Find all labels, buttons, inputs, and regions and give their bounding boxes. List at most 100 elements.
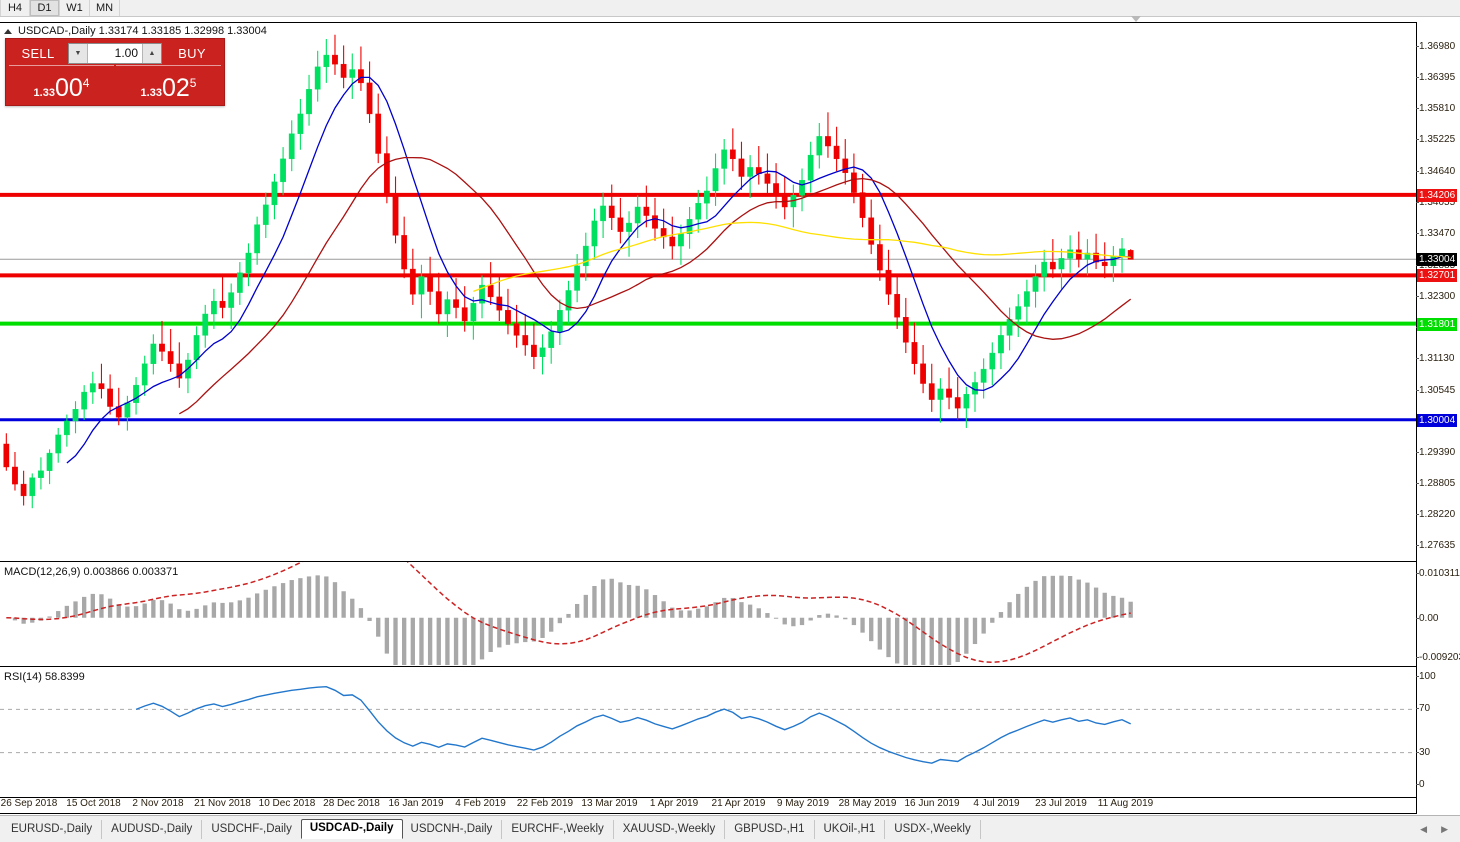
chart-tab[interactable]: XAUUSD-,Weekly — [614, 819, 726, 839]
price-badge: 1.34206 — [1417, 188, 1458, 202]
sell-price-sup: 4 — [82, 76, 90, 90]
price-tick: 1.30545 — [1415, 384, 1456, 396]
buy-price-big: 02 — [161, 74, 190, 102]
date-label: 4 Jul 2019 — [973, 798, 1020, 809]
macd-tick: 0.00 — [1415, 613, 1439, 624]
ma-mid — [178, 156, 1132, 415]
date-label: 16 Jun 2019 — [904, 798, 960, 809]
timeframe-w1[interactable]: W1 — [60, 0, 90, 16]
macd-signal-line — [6, 562, 1131, 664]
collapse-triangle-icon[interactable] — [4, 28, 12, 34]
buy-price-prefix: 1.33 — [140, 87, 162, 99]
price-tick: 1.36980 — [1415, 40, 1456, 52]
sell-price-button[interactable]: 1.33 00 4 — [9, 65, 114, 102]
rsi-line — [135, 685, 1132, 764]
chart-tab-bar[interactable]: EURUSD-,Daily AUDUSD-,Daily USDCHF-,Daily U… — [0, 815, 1460, 842]
tab-scroll-right-icon[interactable]: ▶ — [1441, 823, 1448, 834]
sell-button-label[interactable]: SELL — [21, 45, 55, 61]
date-label: 21 Apr 2019 — [711, 798, 766, 809]
symbol-header: USDCAD-,Daily 1.33174 1.33185 1.32998 1.… — [4, 25, 267, 37]
date-label: 9 May 2019 — [776, 798, 830, 809]
price-tick: 1.34640 — [1415, 165, 1456, 177]
rsi-tick: 100 — [1416, 671, 1436, 682]
timeframe-d1[interactable]: D1 — [30, 0, 60, 16]
timeframe-h4-label: H4 — [7, 2, 23, 14]
price-tick: 1.32300 — [1415, 290, 1456, 302]
timeframe-toolbar: H4 D1 W1 MN — [0, 0, 1460, 17]
ma-slow — [473, 221, 1131, 293]
price-tick: 1.27635 — [1415, 540, 1456, 552]
timeframe-h4[interactable]: H4 — [0, 0, 30, 16]
chart-tab[interactable]: AUDUSD-,Daily — [102, 819, 203, 839]
price-badge: 1.30004 — [1417, 413, 1458, 427]
price-chart-pane[interactable] — [0, 23, 1416, 561]
chart-tab-active[interactable]: USDCAD-,Daily — [300, 819, 403, 839]
rsi-label: RSI(14) 58.8399 — [4, 671, 85, 683]
date-label: 2 Nov 2018 — [132, 798, 184, 809]
chart-tab[interactable]: USDX-,Weekly — [885, 819, 981, 839]
octp-top-row: SELL ▼ 1.00 ▲ BUY — [6, 39, 224, 65]
price-tick: 1.28805 — [1415, 477, 1456, 489]
date-label: 21 Nov 2018 — [194, 798, 251, 809]
octp-price-row: 1.33 00 4 1.33 02 5 — [6, 65, 224, 105]
date-label: 23 Jul 2019 — [1035, 798, 1087, 809]
price-tick: 1.31130 — [1415, 353, 1455, 365]
date-label: 26 Sep 2018 — [0, 798, 58, 809]
pane-separator-rsi — [0, 666, 1416, 667]
toolbar-empty-area — [120, 0, 1460, 16]
price-badge: 1.32701 — [1417, 269, 1458, 283]
timeframe-w1-label: W1 — [66, 2, 83, 14]
price-tick: 1.34055 — [1415, 196, 1456, 208]
symbol-header-text: USDCAD-,Daily 1.33174 1.33185 1.32998 1.… — [18, 25, 267, 37]
date-label: 10 Dec 2018 — [258, 798, 316, 809]
tab-scroll-left-icon[interactable]: ◀ — [1420, 823, 1428, 834]
buy-button-label[interactable]: BUY — [178, 45, 206, 61]
date-label: 22 Feb 2019 — [516, 798, 574, 809]
price-tick: 1.36395 — [1415, 71, 1456, 83]
price-scale[interactable]: 1.36980 1.36395 1.35810 1.35225 1.34640 1.340… — [1415, 22, 1460, 814]
one-click-trading-panel[interactable]: SELL ▼ 1.00 ▲ BUY 1.33 00 4 1.33 02 5 — [5, 38, 225, 106]
date-axis: 26 Sep 2018 15 Oct 2018 2 Nov 2018 21 Nov 2… — [0, 798, 1416, 814]
rsi-tick: 30 — [1415, 746, 1431, 758]
rsi-tick: 70 — [1415, 703, 1431, 715]
timeframe-mn[interactable]: MN — [90, 0, 120, 16]
sell-price-prefix: 1.33 — [33, 87, 55, 99]
tabbar-scroll-arrows[interactable]: ◀ ▶ — [1420, 824, 1460, 835]
buy-price-sup: 5 — [189, 76, 197, 90]
sell-price-big: 00 — [54, 74, 83, 102]
date-label: 15 Oct 2018 — [66, 798, 121, 809]
chart-tab[interactable]: UKOil-,H1 — [815, 819, 886, 839]
date-label: 28 Dec 2018 — [323, 798, 380, 809]
lot-increase-icon[interactable]: ▲ — [142, 43, 161, 63]
date-label: 16 Jan 2019 — [388, 798, 444, 809]
date-label: 13 Mar 2019 — [581, 798, 638, 809]
date-label: 28 May 2019 — [838, 798, 897, 809]
lot-size-input[interactable]: 1.00 — [88, 43, 142, 63]
pane-separator-macd — [0, 561, 1416, 562]
date-label: 11 Aug 2019 — [1097, 798, 1154, 809]
chart-scroll-marker-icon[interactable] — [1131, 16, 1141, 22]
timeframe-mn-label: MN — [95, 2, 114, 14]
price-badge: 1.33004 — [1417, 253, 1458, 267]
macd-label: MACD(12,26,9) 0.003866 0.003371 — [4, 566, 179, 578]
macd-tick: 0.010311 — [1416, 568, 1460, 579]
rsi-pane[interactable] — [0, 667, 1416, 797]
date-label: 4 Feb 2019 — [455, 798, 506, 809]
lot-decrease-icon[interactable]: ▼ — [69, 43, 88, 63]
ma-fast — [66, 76, 1131, 464]
price-tick: 1.35810 — [1415, 103, 1456, 115]
rsi-tick: 0 — [1416, 779, 1425, 790]
price-tick: 1.29390 — [1415, 446, 1456, 458]
buy-price-button[interactable]: 1.33 02 5 — [116, 65, 221, 102]
pane-separator-bottom — [0, 797, 1416, 798]
macd-pane[interactable] — [0, 562, 1416, 665]
lot-size-stepper[interactable]: ▼ 1.00 ▲ — [68, 42, 162, 64]
price-badge: 1.31801 — [1417, 317, 1458, 331]
chart-tab[interactable]: EURCHF-,Weekly — [502, 819, 614, 839]
chart-tab[interactable]: USDCHF-,Daily — [202, 819, 302, 839]
chart-tab[interactable]: USDCNH-,Daily — [402, 819, 503, 839]
price-tick: 1.28220 — [1415, 509, 1456, 521]
chart-tab[interactable]: GBPUSD-,H1 — [725, 819, 815, 839]
chart-tab[interactable]: EURUSD-,Daily — [2, 819, 103, 839]
